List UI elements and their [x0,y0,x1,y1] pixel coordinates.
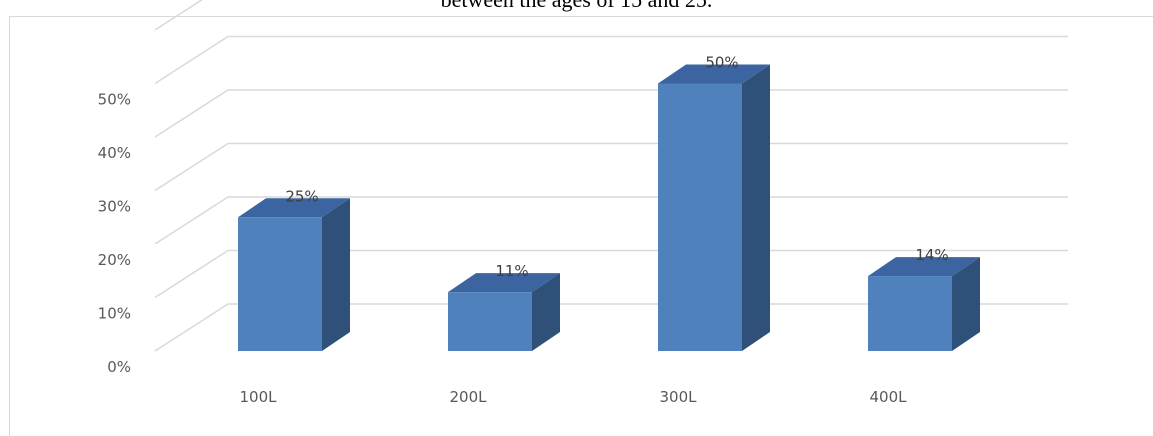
x-category-label: 100L [240,388,278,406]
bar-side [952,257,980,351]
x-category-label: 200L [450,388,488,406]
bar-side [742,64,770,351]
gridline [154,89,1068,138]
gridline [154,196,1068,245]
bar-front [448,292,532,351]
data-labels: 25% 11% 50% 14% [285,54,948,281]
x-category-label: 300L [660,388,698,406]
data-label: 14% [915,246,948,264]
gridlines [154,0,1068,352]
bar-top [238,198,350,218]
chart-title: between the ages of 15 and 25. [0,0,1153,11]
y-tick-label: 0% [107,358,131,376]
data-label: 11% [495,262,528,280]
gridline [154,35,1068,85]
bar [658,64,770,351]
bar-side [322,198,350,351]
bar-top [658,64,770,84]
bar [868,257,980,351]
bar-front [868,276,952,351]
data-label: 50% [705,54,738,72]
x-axis-categories: 100L 200L 300L 400L [240,388,908,406]
y-tick-label: 40% [98,144,131,162]
bar-side [532,273,560,351]
chart-frame [9,16,1153,436]
data-label: 25% [285,187,318,205]
y-tick-label: 50% [98,91,131,109]
y-tick-label: 20% [98,251,131,269]
bar-front [238,217,322,351]
bar [448,273,560,351]
gridline [154,249,1068,299]
bars [238,64,980,351]
x-category-label: 400L [870,388,908,406]
y-tick-label: 10% [98,305,131,323]
gridline [154,142,1068,192]
bar [238,198,350,351]
bar-front [658,83,742,351]
gridline [154,303,1068,352]
bar-chart: 0% 10% 20% 30% 40% 50% 25% 11% 50% 14% 100L 200L 3… [98,0,1068,406]
gridline [154,0,203,31]
y-axis-ticks: 0% 10% 20% 30% 40% 50% [98,91,131,377]
bar-top [868,257,980,277]
y-tick-label: 30% [98,198,131,216]
bar-top [448,273,560,293]
